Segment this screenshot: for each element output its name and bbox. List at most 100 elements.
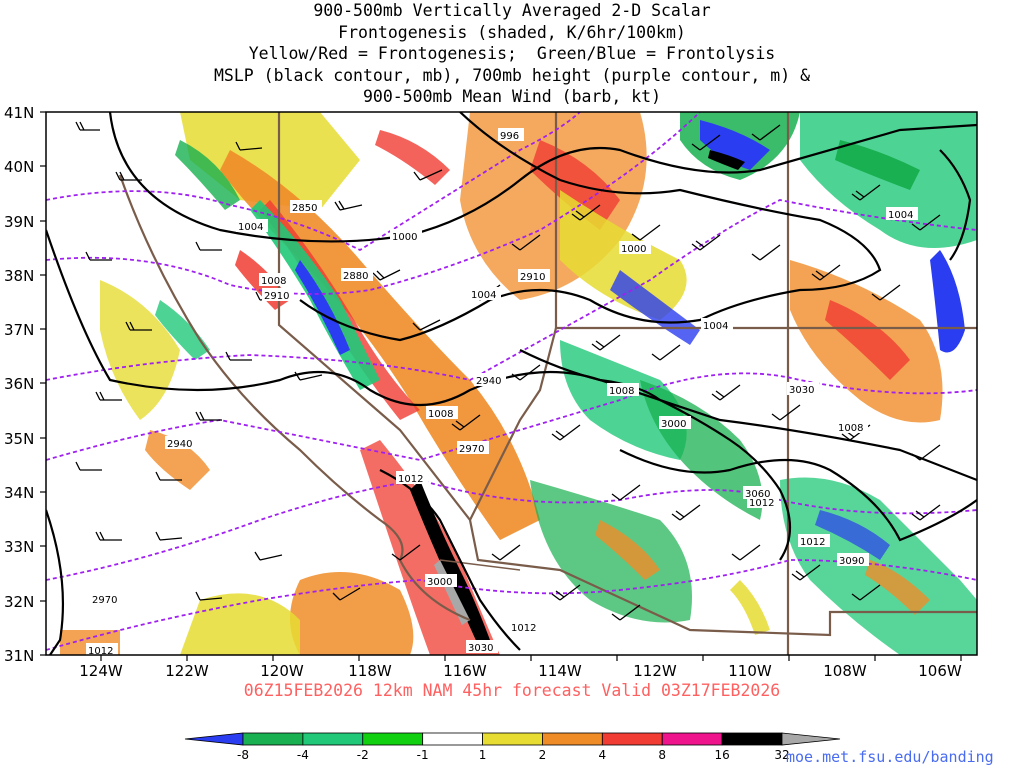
mslp-label: 1012 bbox=[396, 471, 428, 485]
svg-text:3090: 3090 bbox=[839, 556, 864, 567]
height-label: 3030 bbox=[466, 640, 498, 654]
colorbar-swatch bbox=[542, 732, 603, 746]
svg-text:1008: 1008 bbox=[838, 423, 863, 434]
lat-label: 41N bbox=[4, 104, 34, 122]
svg-text:2910: 2910 bbox=[520, 272, 545, 283]
svg-text:3030: 3030 bbox=[789, 385, 814, 396]
mslp-label: 1004 bbox=[886, 207, 918, 221]
height-label: 3060 bbox=[743, 486, 775, 500]
height-label: 3000 bbox=[425, 574, 457, 588]
lat-label: 37N bbox=[4, 321, 34, 339]
title-line-5: 900-500mb Mean Wind (barb, kt) bbox=[362, 87, 661, 106]
title-line-1: 900-500mb Vertically Averaged 2-D Scalar bbox=[313, 1, 711, 20]
mslp-label: 1004 bbox=[236, 219, 268, 233]
svg-text:3000: 3000 bbox=[661, 419, 686, 430]
svg-text:3030: 3030 bbox=[468, 643, 493, 654]
lon-label: 116W bbox=[443, 662, 487, 680]
svg-text:1004: 1004 bbox=[703, 321, 728, 332]
map-field: 996 1000 1000 1004 1004 1004 1008 1008 1… bbox=[46, 112, 977, 657]
height-label: 2880 bbox=[341, 268, 373, 282]
latitude-axis: 41N 40N 39N 38N 37N 36N 35N 34N 33N 32N … bbox=[4, 104, 46, 665]
svg-text:1004: 1004 bbox=[238, 222, 263, 233]
colorbar-swatch bbox=[721, 732, 783, 746]
svg-text:2850: 2850 bbox=[292, 203, 317, 214]
height-label: 2970 bbox=[457, 441, 489, 455]
lat-label: 38N bbox=[4, 267, 34, 285]
lat-label: 40N bbox=[4, 158, 34, 176]
lon-label: 114W bbox=[538, 662, 582, 680]
colorbar-label: -1 bbox=[417, 748, 429, 762]
height-label: 2850 bbox=[290, 200, 322, 214]
height-label: 2910 bbox=[518, 269, 550, 283]
height-label: 2970 bbox=[90, 592, 122, 606]
lat-label: 34N bbox=[4, 484, 34, 502]
colorbar-swatch bbox=[242, 732, 304, 746]
lat-label: 35N bbox=[4, 430, 34, 448]
colorbar-label: 8 bbox=[658, 748, 666, 762]
colorbar-label: -2 bbox=[357, 748, 369, 762]
mslp-label: 1000 bbox=[390, 229, 422, 243]
colorbar-arrow-left bbox=[184, 732, 244, 746]
svg-text:1012: 1012 bbox=[88, 646, 113, 657]
mslp-label: 1000 bbox=[619, 241, 651, 255]
colorbar-arrow-right bbox=[781, 732, 841, 746]
svg-text:2970: 2970 bbox=[459, 444, 484, 455]
lon-label: 118W bbox=[348, 662, 392, 680]
mslp-label: 1008 bbox=[607, 383, 639, 397]
colorbar-swatch bbox=[661, 732, 723, 746]
colorbar-label: 32 bbox=[774, 748, 789, 762]
svg-text:2940: 2940 bbox=[167, 439, 192, 450]
svg-text:1008: 1008 bbox=[609, 386, 634, 397]
height-label: 3090 bbox=[837, 553, 869, 567]
forecast-valid-subtitle: 06Z15FEB2026 12km NAM 45hr forecast Vali… bbox=[243, 681, 781, 700]
svg-text:1004: 1004 bbox=[471, 290, 496, 301]
height-label: 3000 bbox=[659, 416, 691, 430]
mslp-label: 1012 bbox=[509, 620, 541, 634]
colorbar-label: -8 bbox=[237, 748, 249, 762]
lon-label: 120W bbox=[260, 662, 304, 680]
colorbar: -8 -4 -2 -1 1 2 4 8 16 32 bbox=[184, 732, 841, 762]
height-label: 2940 bbox=[165, 436, 197, 450]
colorbar-label: 1 bbox=[479, 748, 487, 762]
lon-label: 106W bbox=[918, 662, 962, 680]
colorbar-label: 2 bbox=[539, 748, 547, 762]
wind-barbs bbox=[75, 121, 941, 621]
lat-label: 33N bbox=[4, 538, 34, 556]
svg-text:1004: 1004 bbox=[888, 210, 913, 221]
colorbar-swatch bbox=[422, 732, 483, 746]
height-label: 3030 bbox=[787, 382, 819, 396]
svg-text:2940: 2940 bbox=[476, 376, 501, 387]
height-label: 2940 bbox=[474, 373, 506, 387]
svg-text:1012: 1012 bbox=[398, 474, 423, 485]
lon-label: 122W bbox=[165, 662, 209, 680]
svg-text:3000: 3000 bbox=[427, 577, 452, 588]
mslp-label: 996 bbox=[498, 128, 524, 142]
colorbar-swatch bbox=[482, 732, 543, 746]
lon-label: 124W bbox=[79, 662, 123, 680]
title-block: 900-500mb Vertically Averaged 2-D Scalar… bbox=[0, 0, 1024, 108]
mslp-label: 1004 bbox=[469, 287, 501, 301]
svg-text:996: 996 bbox=[500, 131, 519, 142]
lat-label: 36N bbox=[4, 375, 34, 393]
mslp-label: 1012 bbox=[86, 643, 118, 657]
credit-url: moe.met.fsu.edu/banding bbox=[786, 748, 994, 766]
lat-label: 31N bbox=[4, 647, 34, 665]
mslp-label: 1004 bbox=[701, 318, 733, 332]
colorbar-label: 4 bbox=[599, 748, 607, 762]
svg-text:1000: 1000 bbox=[621, 244, 646, 255]
lon-label: 112W bbox=[633, 662, 677, 680]
svg-text:1012: 1012 bbox=[800, 537, 825, 548]
lon-label: 108W bbox=[823, 662, 867, 680]
colorbar-swatch bbox=[362, 732, 424, 746]
svg-text:2910: 2910 bbox=[264, 291, 289, 302]
title-line-3: Yellow/Red = Frontogenesis; Green/Blue =… bbox=[248, 44, 776, 63]
mslp-label: 1012 bbox=[798, 534, 830, 548]
svg-text:1008: 1008 bbox=[428, 409, 453, 420]
height-labels: 2850 2880 2910 2910 2940 2940 2970 2970 … bbox=[90, 200, 869, 654]
svg-text:1008: 1008 bbox=[261, 276, 286, 287]
colorbar-swatch bbox=[601, 732, 663, 746]
title-line-4: MSLP (black contour, mb), 700mb height (… bbox=[213, 65, 811, 85]
longitude-axis: 124W 122W 120W 118W 116W 114W 112W 110W … bbox=[79, 655, 962, 680]
mslp-contours bbox=[46, 112, 977, 655]
